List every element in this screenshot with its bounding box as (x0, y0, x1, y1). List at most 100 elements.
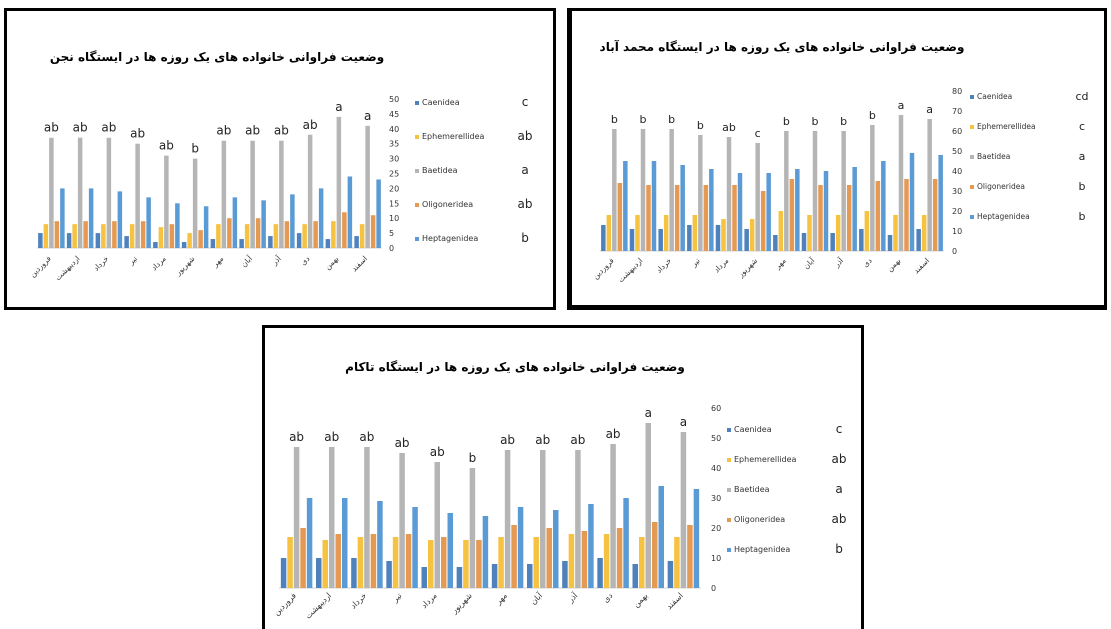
bar-heptagenidea (261, 200, 266, 248)
legend-entry: Baetidea (734, 485, 770, 494)
bar-significance-letter: b (697, 119, 704, 132)
legend-entry: Heptagenidea (977, 212, 1030, 221)
legend-entry: Caenidea (734, 425, 772, 434)
bar-caenidea (354, 236, 359, 248)
legend-entry: Ephemerellidea (422, 132, 485, 141)
bar-heptagenidea (318, 188, 324, 248)
legend-group-letter: a (521, 163, 528, 177)
bar-ephemerellidea (835, 215, 841, 251)
y-tick-label: 80 (952, 87, 962, 96)
x-tick-label: مهر (210, 254, 225, 269)
y-tick-label: 40 (952, 167, 962, 176)
bar-oligoneridea (674, 185, 680, 251)
bar-baetidea (726, 137, 732, 251)
bar-heptagenidea (623, 161, 628, 251)
x-tick-label: اسفند (665, 591, 685, 611)
legend-group-letter: b (1079, 180, 1086, 193)
legend-swatch (970, 155, 974, 159)
bar-oligoneridea (342, 212, 347, 248)
y-tick-label: 10 (952, 227, 962, 236)
x-tick-label: شهریور (173, 254, 197, 278)
bar-ephemerellidea (606, 215, 612, 251)
bar-heptagenidea (909, 153, 915, 251)
bar-oligoneridea (546, 528, 552, 588)
bar-baetidea (575, 450, 581, 588)
bar-heptagenidea (651, 161, 657, 251)
bar-heptagenidea (146, 197, 151, 248)
bar-significance-letter: ab (722, 121, 736, 134)
bar-caenidea (296, 233, 302, 248)
bar-heptagenidea (232, 197, 238, 248)
bar-baetidea (77, 137, 83, 248)
bar-significance-letter: ab (159, 139, 174, 153)
bar-baetidea (870, 125, 875, 251)
bar-oligoneridea (255, 218, 261, 248)
bar-significance-letter: a (898, 99, 905, 112)
bar-significance-letter: b (611, 113, 618, 126)
bar-ephemerellidea (101, 224, 106, 248)
bar-heptagenidea (376, 179, 381, 248)
bar-ephemerellidea (43, 224, 49, 248)
legend-swatch (970, 95, 974, 99)
bar-significance-letter: a (680, 415, 687, 429)
bar-oligoneridea (405, 534, 412, 588)
x-tick-label: فروردین (272, 591, 298, 617)
bar-caenidea (527, 564, 533, 588)
bar-heptagenidea (795, 169, 800, 251)
y-tick-label: 0 (711, 584, 716, 593)
y-tick-label: 40 (389, 125, 399, 134)
y-tick-label: 30 (389, 155, 399, 164)
bar-caenidea (687, 225, 692, 251)
bar-baetidea (640, 129, 646, 251)
bar-oligoneridea (687, 525, 693, 588)
legend-swatch (727, 428, 731, 432)
legend-entry: Ephemerellidea (734, 455, 797, 464)
y-tick-label: 0 (952, 247, 957, 256)
chart-svg: وضعیت فراوانی خانواده های یک روزه ها در … (591, 39, 1089, 284)
x-tick-label: مرداد (420, 591, 439, 610)
bar-ephemerellidea (72, 224, 77, 248)
x-tick-label: اردیبهشت (303, 591, 333, 621)
bar-heptagenidea (306, 498, 313, 588)
bar-baetidea (812, 131, 818, 251)
bar-ephemerellidea (244, 224, 250, 248)
bar-significance-letter: b (812, 115, 819, 128)
bar-caenidea (316, 558, 322, 588)
bar-oligoneridea (112, 221, 117, 248)
bar-oligoneridea (904, 179, 909, 251)
legend-group-letter: b (1079, 210, 1086, 223)
bar-baetidea (755, 143, 760, 251)
bar-caenidea (744, 229, 749, 251)
x-tick-label: بهمن (323, 254, 340, 271)
bar-baetidea (365, 125, 370, 248)
bar-ephemerellidea (428, 540, 434, 588)
bar-baetidea (927, 119, 932, 251)
bar-caenidea (491, 564, 498, 588)
y-tick-label: 50 (711, 434, 721, 443)
bar-oligoneridea (83, 221, 88, 248)
bar-oligoneridea (313, 221, 318, 248)
bar-oligoneridea (198, 230, 203, 248)
bar-heptagenidea (447, 513, 453, 588)
bar-baetidea (221, 140, 227, 248)
legend-swatch (970, 125, 974, 129)
bar-significance-letter: b (640, 113, 647, 126)
bar-oligoneridea (732, 185, 737, 251)
bar-baetidea (250, 140, 255, 248)
y-tick-label: 20 (389, 184, 399, 193)
y-tick-label: 45 (389, 110, 399, 119)
y-tick-label: 30 (952, 187, 962, 196)
bar-baetidea (135, 143, 140, 248)
bar-caenidea (658, 229, 663, 251)
x-tick-label: آذر (269, 253, 284, 268)
bar-heptagenidea (482, 516, 489, 588)
bar-ephemerellidea (568, 534, 575, 588)
bar-heptagenidea (766, 173, 771, 251)
bar-baetidea (192, 158, 198, 248)
bar-oligoneridea (227, 218, 232, 248)
bar-ephemerellidea (273, 224, 279, 248)
x-tick-label: خرداد (92, 254, 111, 273)
bar-heptagenidea (553, 510, 559, 588)
bar-baetidea (669, 129, 674, 251)
bar-caenidea (801, 233, 807, 251)
